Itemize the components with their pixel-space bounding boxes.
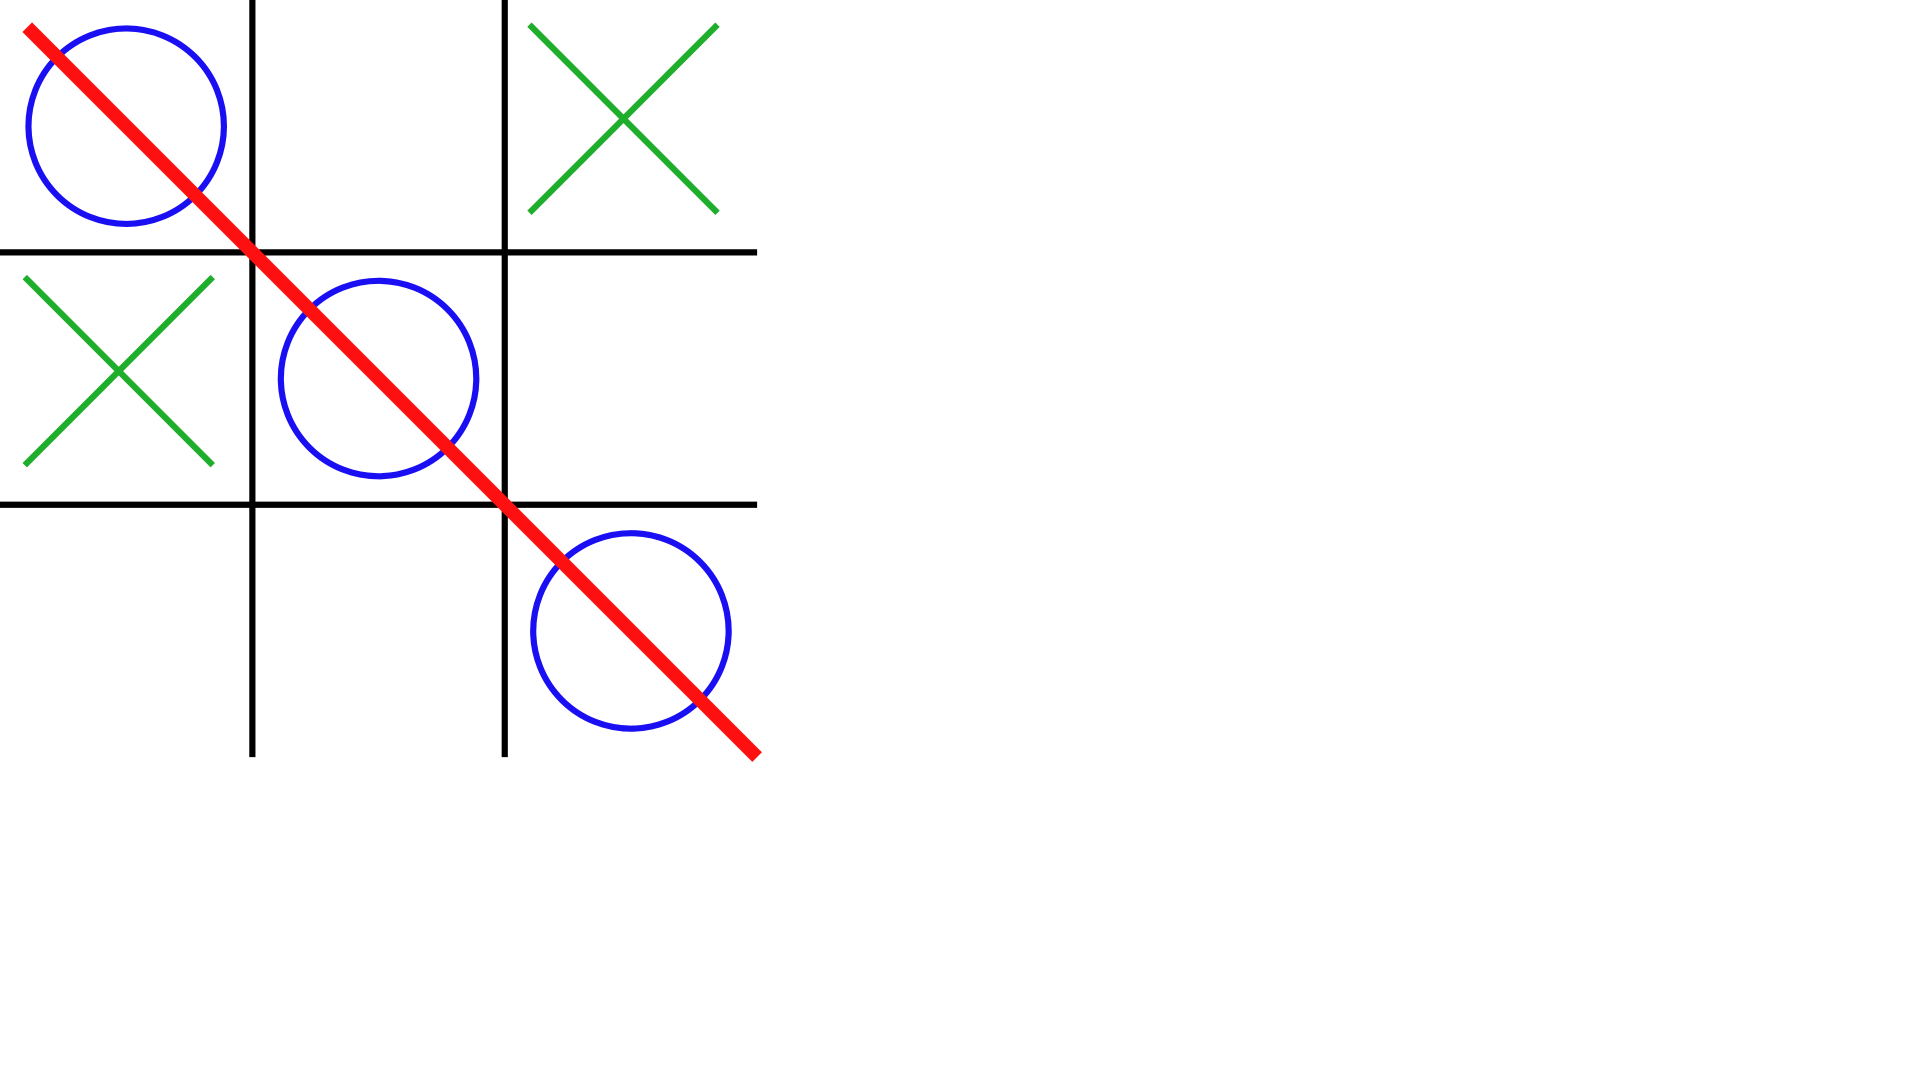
x-stroke-up <box>527 22 720 215</box>
x-mark-r1-c0 <box>22 274 215 468</box>
board-marks <box>22 22 732 732</box>
winning-line <box>22 22 762 762</box>
o-mark-r2-c2 <box>530 530 732 732</box>
board-cell-r0-c1[interactable] <box>252 0 504 252</box>
board-cell-r2-c1[interactable] <box>252 505 504 757</box>
o-mark-r0-c0 <box>25 25 228 228</box>
x-mark-r0-c2 <box>527 22 720 215</box>
board-grid <box>0 0 758 758</box>
o-mark-r1-c1 <box>277 277 480 480</box>
winning-line-layer <box>22 22 762 762</box>
board-cell-r1-c2[interactable] <box>505 252 757 504</box>
x-stroke-up <box>22 274 215 468</box>
board-cell-r2-c0[interactable] <box>0 505 252 757</box>
